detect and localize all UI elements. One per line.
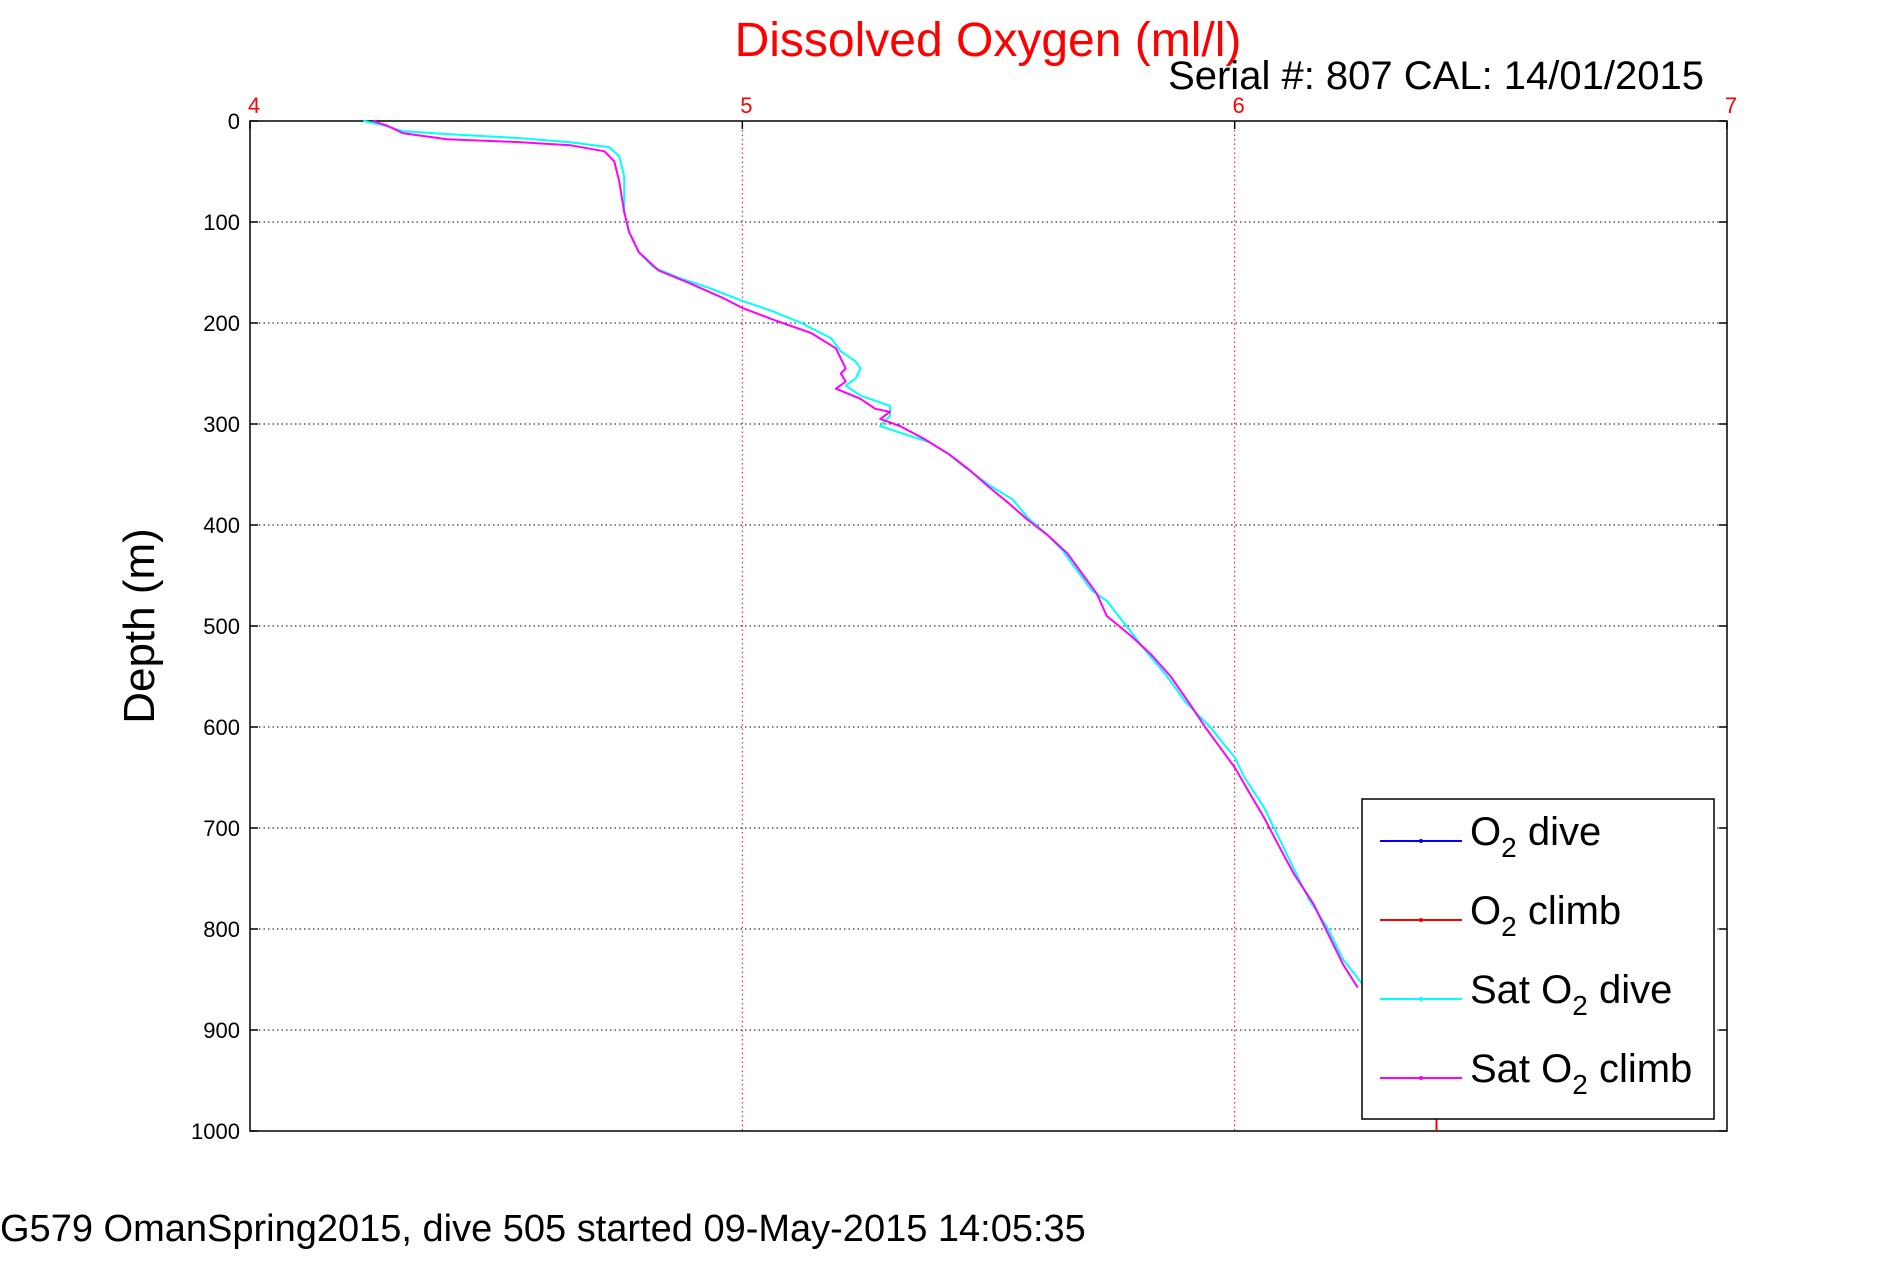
series-line-sat-o2-climb bbox=[372, 120, 1359, 989]
y-tick-label: 400 bbox=[203, 513, 240, 538]
legend-marker-sat-o2-climb bbox=[1419, 1076, 1423, 1080]
y-tick-label: 600 bbox=[203, 715, 240, 740]
chart-title: Dissolved Oxygen (ml/l) bbox=[735, 14, 1242, 67]
x-tick-label: 5 bbox=[740, 93, 752, 118]
y-tick-label: 100 bbox=[203, 210, 240, 235]
grid-lines bbox=[250, 121, 1727, 1131]
legend-marker-o2-climb bbox=[1419, 918, 1423, 922]
legend-label-sat-o2-climb: Sat O2 climb bbox=[1470, 1047, 1692, 1100]
y-tick-label: 500 bbox=[203, 614, 240, 639]
series-line-sat-o2-dive bbox=[363, 120, 1364, 986]
y-tick-label: 1000 bbox=[191, 1119, 240, 1144]
y-tick-label: 300 bbox=[203, 412, 240, 437]
y-tick-label: 700 bbox=[203, 816, 240, 841]
y-tick-label: 0 bbox=[228, 109, 240, 134]
y-tick-label: 900 bbox=[203, 1018, 240, 1043]
y-tick-label: 200 bbox=[203, 311, 240, 336]
legend-label-o2-climb: O2 climb bbox=[1470, 889, 1621, 942]
y-tick-label: 800 bbox=[203, 917, 240, 942]
x-tick-label: 7 bbox=[1725, 93, 1737, 118]
legend: O2 dive O2 climb Sat O2 dive Sat O2 climb bbox=[1361, 798, 1715, 1120]
axis-ticks: 0 100 200 300 400 500 600 700 800 900 1000 4 5 6 7 bbox=[191, 93, 1737, 1144]
dive-info-footer: G579 OmanSpring2015, dive 505 started 09… bbox=[0, 1208, 1086, 1250]
y-axis-label: Depth (m) bbox=[115, 528, 164, 724]
chart-subtitle: Serial #: 807 CAL: 14/01/2015 bbox=[1168, 54, 1704, 98]
legend-box bbox=[1361, 798, 1715, 1120]
data-series bbox=[363, 120, 1438, 1131]
legend-marker-sat-o2-dive bbox=[1419, 997, 1423, 1001]
legend-marker-o2-dive bbox=[1419, 839, 1423, 843]
legend-label-sat-o2-dive: Sat O2 dive bbox=[1470, 968, 1672, 1021]
x-tick-label: 6 bbox=[1233, 93, 1245, 118]
legend-label-o2-dive: O2 dive bbox=[1470, 810, 1601, 863]
x-tick-label: 4 bbox=[248, 93, 260, 118]
